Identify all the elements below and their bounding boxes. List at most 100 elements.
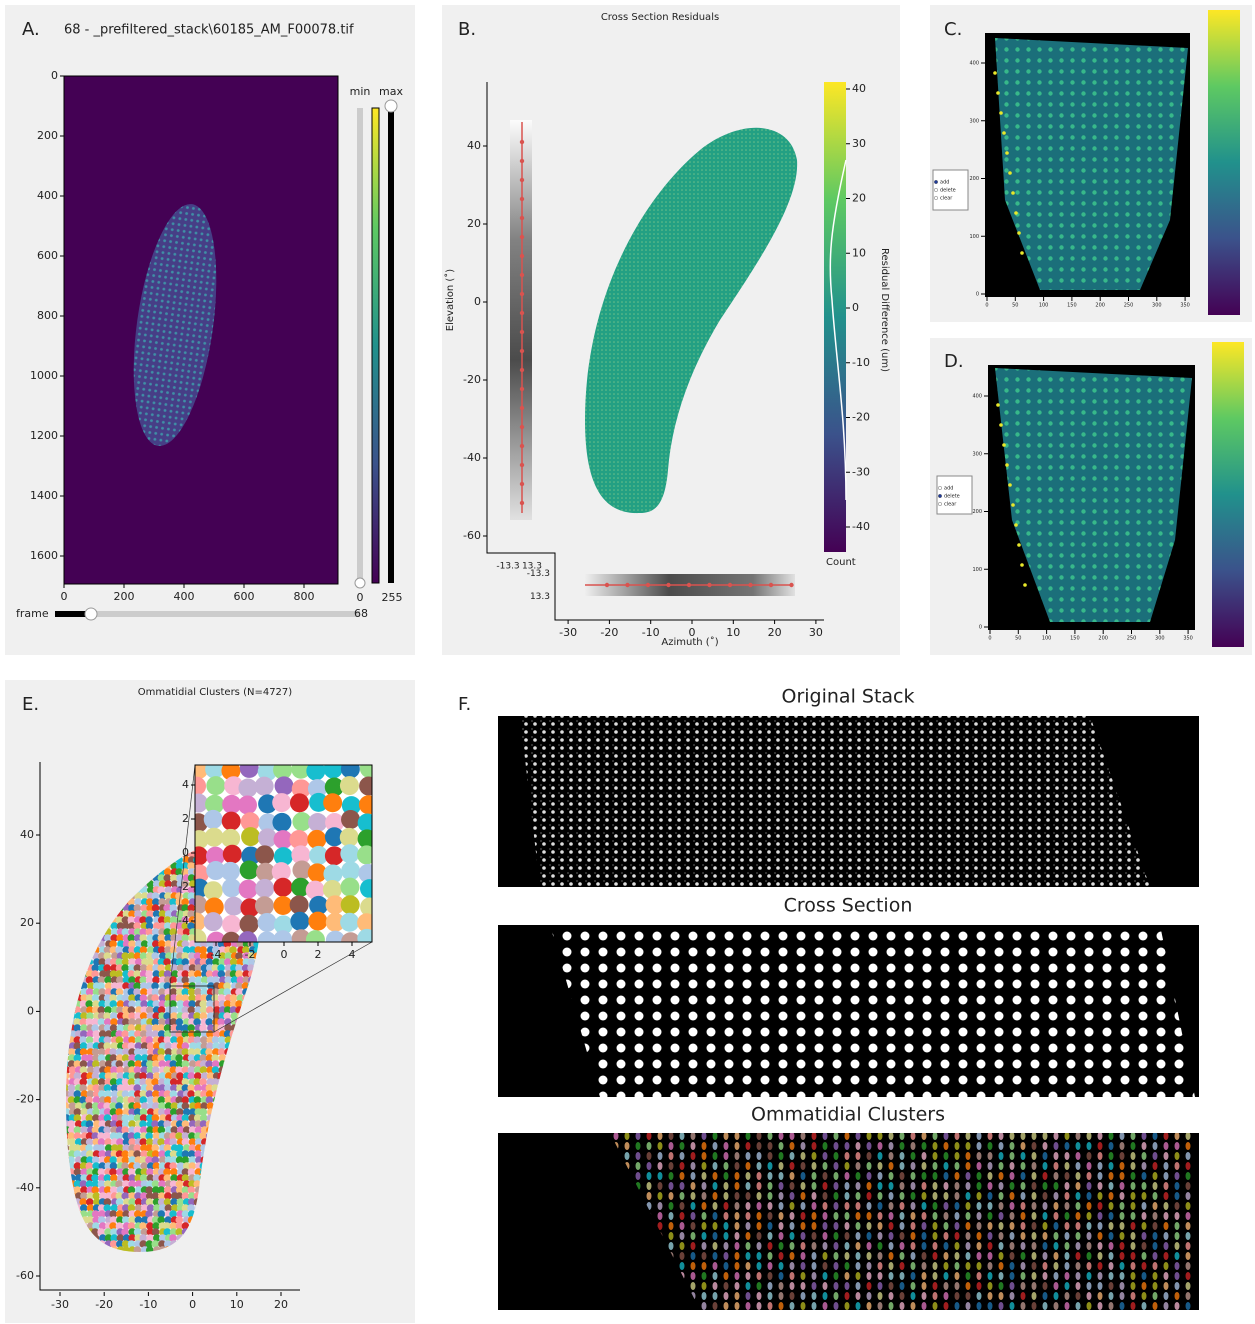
cluster xyxy=(239,880,258,899)
cluster xyxy=(867,1262,872,1270)
margin-point xyxy=(728,583,732,587)
cluster xyxy=(988,1172,993,1180)
y-tick-label: 300 xyxy=(969,118,979,124)
edge-point xyxy=(1014,211,1018,215)
cluster xyxy=(1021,1132,1026,1140)
cluster xyxy=(911,1152,916,1160)
cluster xyxy=(1153,1152,1158,1160)
cluster xyxy=(658,1152,663,1160)
legend-label: clear xyxy=(940,196,953,202)
cluster xyxy=(702,1232,707,1240)
frame-slider[interactable] xyxy=(55,611,360,617)
cluster xyxy=(867,1222,872,1230)
cluster xyxy=(341,895,360,914)
cluster xyxy=(1021,1282,1026,1290)
cluster xyxy=(691,1282,696,1290)
cluster xyxy=(713,1262,718,1270)
cluster xyxy=(1021,1252,1026,1260)
cluster xyxy=(922,1142,927,1150)
cluster xyxy=(1032,1302,1037,1310)
cluster xyxy=(222,878,241,897)
cluster xyxy=(911,1272,916,1280)
cluster xyxy=(966,1172,971,1180)
cluster xyxy=(801,1262,806,1270)
y-tick-label: 300 xyxy=(972,451,982,457)
cluster xyxy=(204,810,223,829)
cluster xyxy=(1164,1262,1169,1270)
cluster xyxy=(812,1162,817,1170)
cluster xyxy=(290,912,309,931)
cluster xyxy=(999,1272,1004,1280)
max-slider[interactable] xyxy=(388,108,394,583)
cluster xyxy=(757,1302,762,1310)
max-handle[interactable] xyxy=(385,100,397,112)
cluster xyxy=(955,1272,960,1280)
cluster xyxy=(834,1152,839,1160)
cluster xyxy=(735,1222,740,1230)
cluster xyxy=(834,1262,839,1270)
cluster xyxy=(768,1192,773,1200)
cluster xyxy=(933,1182,938,1190)
cluster xyxy=(889,1252,894,1260)
cluster xyxy=(856,1212,861,1220)
cluster xyxy=(922,1162,927,1170)
cluster xyxy=(1076,1272,1081,1280)
cluster xyxy=(702,1262,707,1270)
cluster xyxy=(988,1292,993,1300)
cluster xyxy=(1032,1132,1037,1140)
cluster xyxy=(255,879,274,898)
cluster xyxy=(790,1192,795,1200)
margin-point xyxy=(520,330,524,334)
y-tick-label: 2 xyxy=(182,812,189,825)
cluster xyxy=(1120,1152,1125,1160)
cluster xyxy=(1186,1142,1191,1150)
cluster xyxy=(669,1202,674,1210)
cluster xyxy=(790,1182,795,1190)
cluster xyxy=(845,1142,850,1150)
cluster xyxy=(1131,1292,1136,1300)
cluster xyxy=(1109,1162,1114,1170)
cluster xyxy=(801,1232,806,1240)
edge-point xyxy=(1020,251,1024,255)
cluster xyxy=(713,1182,718,1190)
cluster xyxy=(1120,1282,1125,1290)
cluster xyxy=(790,1222,795,1230)
x-tick-label: -30 xyxy=(559,626,577,639)
cluster xyxy=(1142,1242,1147,1250)
cluster xyxy=(1175,1272,1180,1280)
cluster xyxy=(856,1232,861,1240)
cluster xyxy=(724,1232,729,1240)
cluster xyxy=(933,1222,938,1230)
cluster xyxy=(735,1302,740,1310)
cluster xyxy=(1131,1252,1136,1260)
cluster xyxy=(1120,1132,1125,1140)
cluster xyxy=(955,1182,960,1190)
cluster xyxy=(1021,1272,1026,1280)
count-label: Count xyxy=(826,557,856,568)
frame-handle[interactable] xyxy=(85,608,97,620)
y-tick-label: 30 xyxy=(852,137,866,150)
cluster xyxy=(1164,1192,1169,1200)
colorbar xyxy=(372,108,379,583)
min-handle[interactable] xyxy=(355,578,365,588)
cluster xyxy=(779,1142,784,1150)
cluster xyxy=(1186,1282,1191,1290)
cluster xyxy=(1021,1262,1026,1270)
cluster xyxy=(238,795,257,814)
cluster xyxy=(1109,1202,1114,1210)
cluster xyxy=(856,1272,861,1280)
min-slider[interactable] xyxy=(357,108,363,583)
cluster xyxy=(238,778,257,797)
legend-label: clear xyxy=(944,502,957,508)
cluster xyxy=(922,1302,927,1310)
cluster xyxy=(724,1172,729,1180)
cluster xyxy=(1153,1132,1158,1140)
cluster xyxy=(812,1302,817,1310)
cluster xyxy=(735,1172,740,1180)
y-tick-label: -2 xyxy=(178,880,189,893)
cluster xyxy=(977,1192,982,1200)
y-tick-label: 20 xyxy=(20,916,34,929)
cluster xyxy=(1021,1222,1026,1230)
cluster xyxy=(779,1212,784,1220)
cluster xyxy=(1010,1202,1015,1210)
